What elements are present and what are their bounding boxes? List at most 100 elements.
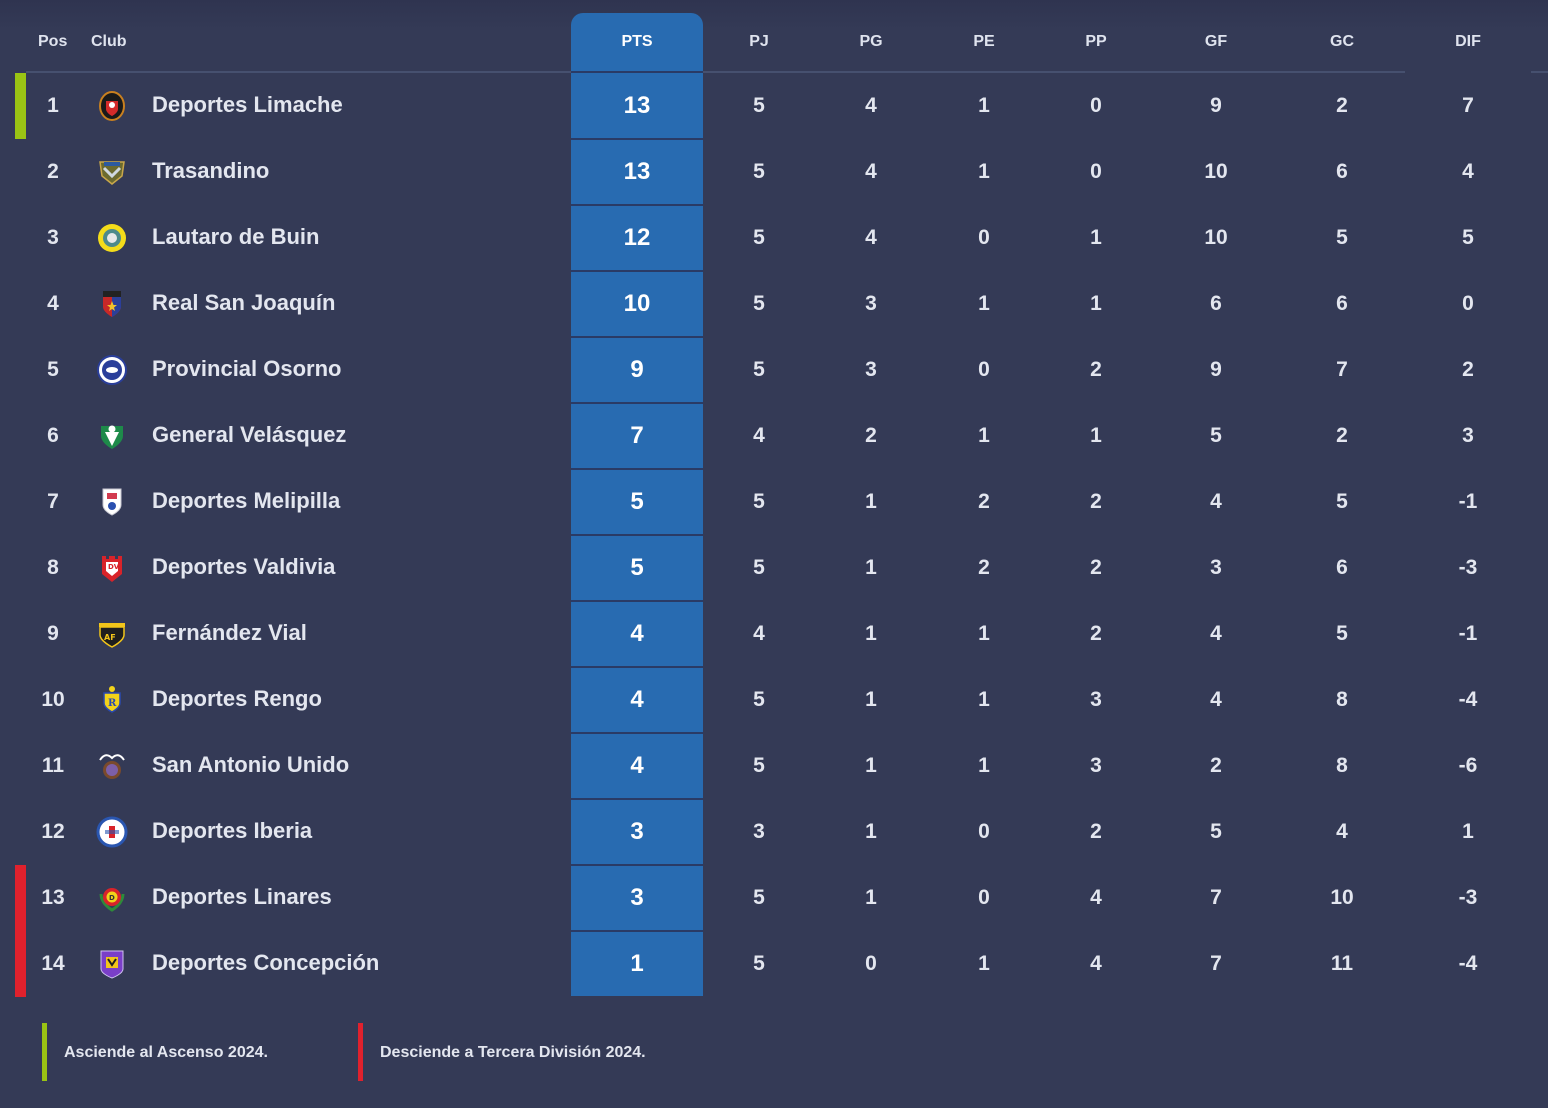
stat-pp: 1 bbox=[1090, 292, 1102, 315]
stat-gf: 5 bbox=[1210, 820, 1222, 843]
header-pj[interactable]: PJ bbox=[749, 33, 769, 50]
position: 3 bbox=[47, 226, 59, 249]
stat-pe: 0 bbox=[978, 886, 990, 909]
header-pg[interactable]: PG bbox=[859, 33, 883, 50]
stat-pj: 5 bbox=[753, 358, 765, 381]
table-row[interactable]: 8 DV Deportes Valdivia 5 5 1 2 2 3 6 -3 bbox=[0, 534, 1548, 601]
club-name[interactable]: Deportes Linares bbox=[152, 884, 332, 909]
position: 10 bbox=[41, 688, 65, 711]
points: 1 bbox=[630, 950, 644, 977]
stat-pp: 2 bbox=[1090, 490, 1102, 513]
position: 14 bbox=[41, 952, 65, 975]
stat-pp: 1 bbox=[1090, 424, 1102, 447]
position: 1 bbox=[47, 94, 59, 117]
points: 10 bbox=[623, 290, 651, 317]
svg-text:D: D bbox=[109, 894, 115, 902]
club-name[interactable]: San Antonio Unido bbox=[152, 752, 350, 777]
club-name[interactable]: Trasandino bbox=[152, 158, 270, 183]
stat-gc: 2 bbox=[1336, 424, 1348, 447]
stat-gc: 5 bbox=[1336, 490, 1348, 513]
points: 13 bbox=[623, 92, 651, 119]
points: 12 bbox=[623, 224, 651, 251]
provincial-osorno-crest-icon bbox=[96, 354, 128, 386]
stat-pj: 5 bbox=[753, 952, 765, 975]
stat-pj: 4 bbox=[753, 622, 765, 645]
stat-pp: 0 bbox=[1090, 94, 1102, 117]
position: 9 bbox=[47, 622, 59, 645]
general-velasquez-crest-icon bbox=[96, 420, 128, 452]
stat-pg: 4 bbox=[865, 94, 877, 117]
club-name[interactable]: Deportes Melipilla bbox=[152, 488, 341, 513]
header-dif[interactable]: DIF bbox=[1455, 33, 1481, 50]
deportes-valdivia-crest-icon: DV bbox=[96, 552, 128, 584]
stat-pg: 4 bbox=[865, 160, 877, 183]
header-pos[interactable]: Pos bbox=[38, 33, 68, 50]
stat-dif: -4 bbox=[1458, 688, 1478, 711]
stat-pg: 1 bbox=[865, 754, 877, 777]
table-row[interactable]: 1 Deportes Limache 13 5 4 1 0 9 2 7 bbox=[0, 73, 1548, 139]
stat-pj: 5 bbox=[753, 292, 765, 315]
table-row[interactable]: 11 San Antonio Unido 4 5 1 1 3 2 8 -6 bbox=[0, 732, 1548, 799]
stat-pj: 5 bbox=[753, 490, 765, 513]
header-divider bbox=[1531, 71, 1548, 73]
stat-pe: 1 bbox=[978, 688, 990, 711]
table-row[interactable]: 4 Real San Joaquín 10 5 3 1 1 6 6 0 bbox=[0, 270, 1548, 337]
stat-gf: 7 bbox=[1210, 886, 1222, 909]
stat-gf: 6 bbox=[1210, 292, 1222, 315]
table-row[interactable]: 14 Deportes Concepción 1 5 0 1 4 7 11 -4 bbox=[0, 930, 1548, 997]
table-row[interactable]: 2 Trasandino 13 5 4 1 0 10 6 4 bbox=[0, 138, 1548, 205]
position: 12 bbox=[41, 820, 65, 843]
club-name[interactable]: Deportes Limache bbox=[152, 92, 343, 117]
header-pts[interactable]: PTS bbox=[621, 33, 653, 50]
header-club[interactable]: Club bbox=[91, 33, 127, 50]
table-row[interactable]: 10 R Deportes Rengo 4 5 1 1 3 4 8 -4 bbox=[0, 666, 1548, 733]
table-row[interactable]: 13 D Deportes Linares 3 5 1 0 4 7 10 -3 bbox=[0, 864, 1548, 931]
stat-gc: 5 bbox=[1336, 622, 1348, 645]
table-row[interactable]: 6 General Velásquez 7 4 2 1 1 5 2 3 bbox=[0, 402, 1548, 469]
club-name[interactable]: Deportes Concepción bbox=[152, 950, 380, 975]
header-gf[interactable]: GF bbox=[1204, 33, 1228, 50]
club-name[interactable]: General Velásquez bbox=[152, 422, 347, 447]
svg-text:AF: AF bbox=[104, 633, 116, 642]
pts-column-highlight bbox=[571, 13, 703, 996]
club-name[interactable]: Deportes Rengo bbox=[152, 686, 322, 711]
stat-dif: 0 bbox=[1462, 292, 1474, 315]
stat-pe: 1 bbox=[978, 94, 990, 117]
header-gc[interactable]: GC bbox=[1330, 33, 1354, 50]
relegation-marker bbox=[15, 931, 26, 997]
stat-pg: 3 bbox=[865, 358, 877, 381]
stat-gf: 2 bbox=[1210, 754, 1222, 777]
pts-row-divider bbox=[571, 402, 703, 404]
deportes-limache-crest-icon bbox=[96, 90, 128, 122]
stat-pj: 4 bbox=[753, 424, 765, 447]
club-name[interactable]: Lautaro de Buin bbox=[152, 224, 320, 249]
table-row[interactable]: 12 Deportes Iberia 3 3 1 0 2 5 4 1 bbox=[0, 798, 1548, 865]
table-row[interactable]: 7 Deportes Melipilla 5 5 1 2 2 4 5 -1 bbox=[0, 468, 1548, 535]
stat-pe: 2 bbox=[978, 556, 990, 579]
club-name[interactable]: Deportes Iberia bbox=[152, 818, 313, 843]
table-row[interactable]: 3 Lautaro de Buin 12 5 4 0 1 10 5 5 bbox=[0, 204, 1548, 271]
stat-gc: 10 bbox=[1330, 886, 1354, 909]
stat-gc: 6 bbox=[1336, 160, 1348, 183]
stat-gf: 4 bbox=[1210, 622, 1222, 645]
top-shade bbox=[0, 0, 1548, 30]
stat-pj: 5 bbox=[753, 688, 765, 711]
club-name[interactable]: Real San Joaquín bbox=[152, 290, 336, 315]
stat-dif: 4 bbox=[1462, 160, 1474, 183]
stat-pg: 1 bbox=[865, 622, 877, 645]
stat-gf: 3 bbox=[1210, 556, 1222, 579]
club-name[interactable]: Deportes Valdivia bbox=[152, 554, 336, 579]
club-name[interactable]: Provincial Osorno bbox=[152, 356, 342, 381]
table-row[interactable]: 5 Provincial Osorno 9 5 3 0 2 9 7 2 bbox=[0, 336, 1548, 403]
table-row[interactable]: 9 AF Fernández Vial 4 4 1 1 2 4 5 -1 bbox=[0, 600, 1548, 667]
pts-row-divider bbox=[571, 138, 703, 140]
pts-row-divider bbox=[571, 468, 703, 470]
legend: Asciende al Ascenso 2024. Desciende a Te… bbox=[0, 1023, 1548, 1083]
header-pp[interactable]: PP bbox=[1085, 33, 1107, 50]
stat-gc: 6 bbox=[1336, 556, 1348, 579]
stat-pe: 1 bbox=[978, 292, 990, 315]
header-pe[interactable]: PE bbox=[973, 33, 995, 50]
stat-pg: 4 bbox=[865, 226, 877, 249]
stat-dif: 5 bbox=[1462, 226, 1474, 249]
club-name[interactable]: Fernández Vial bbox=[152, 620, 307, 645]
